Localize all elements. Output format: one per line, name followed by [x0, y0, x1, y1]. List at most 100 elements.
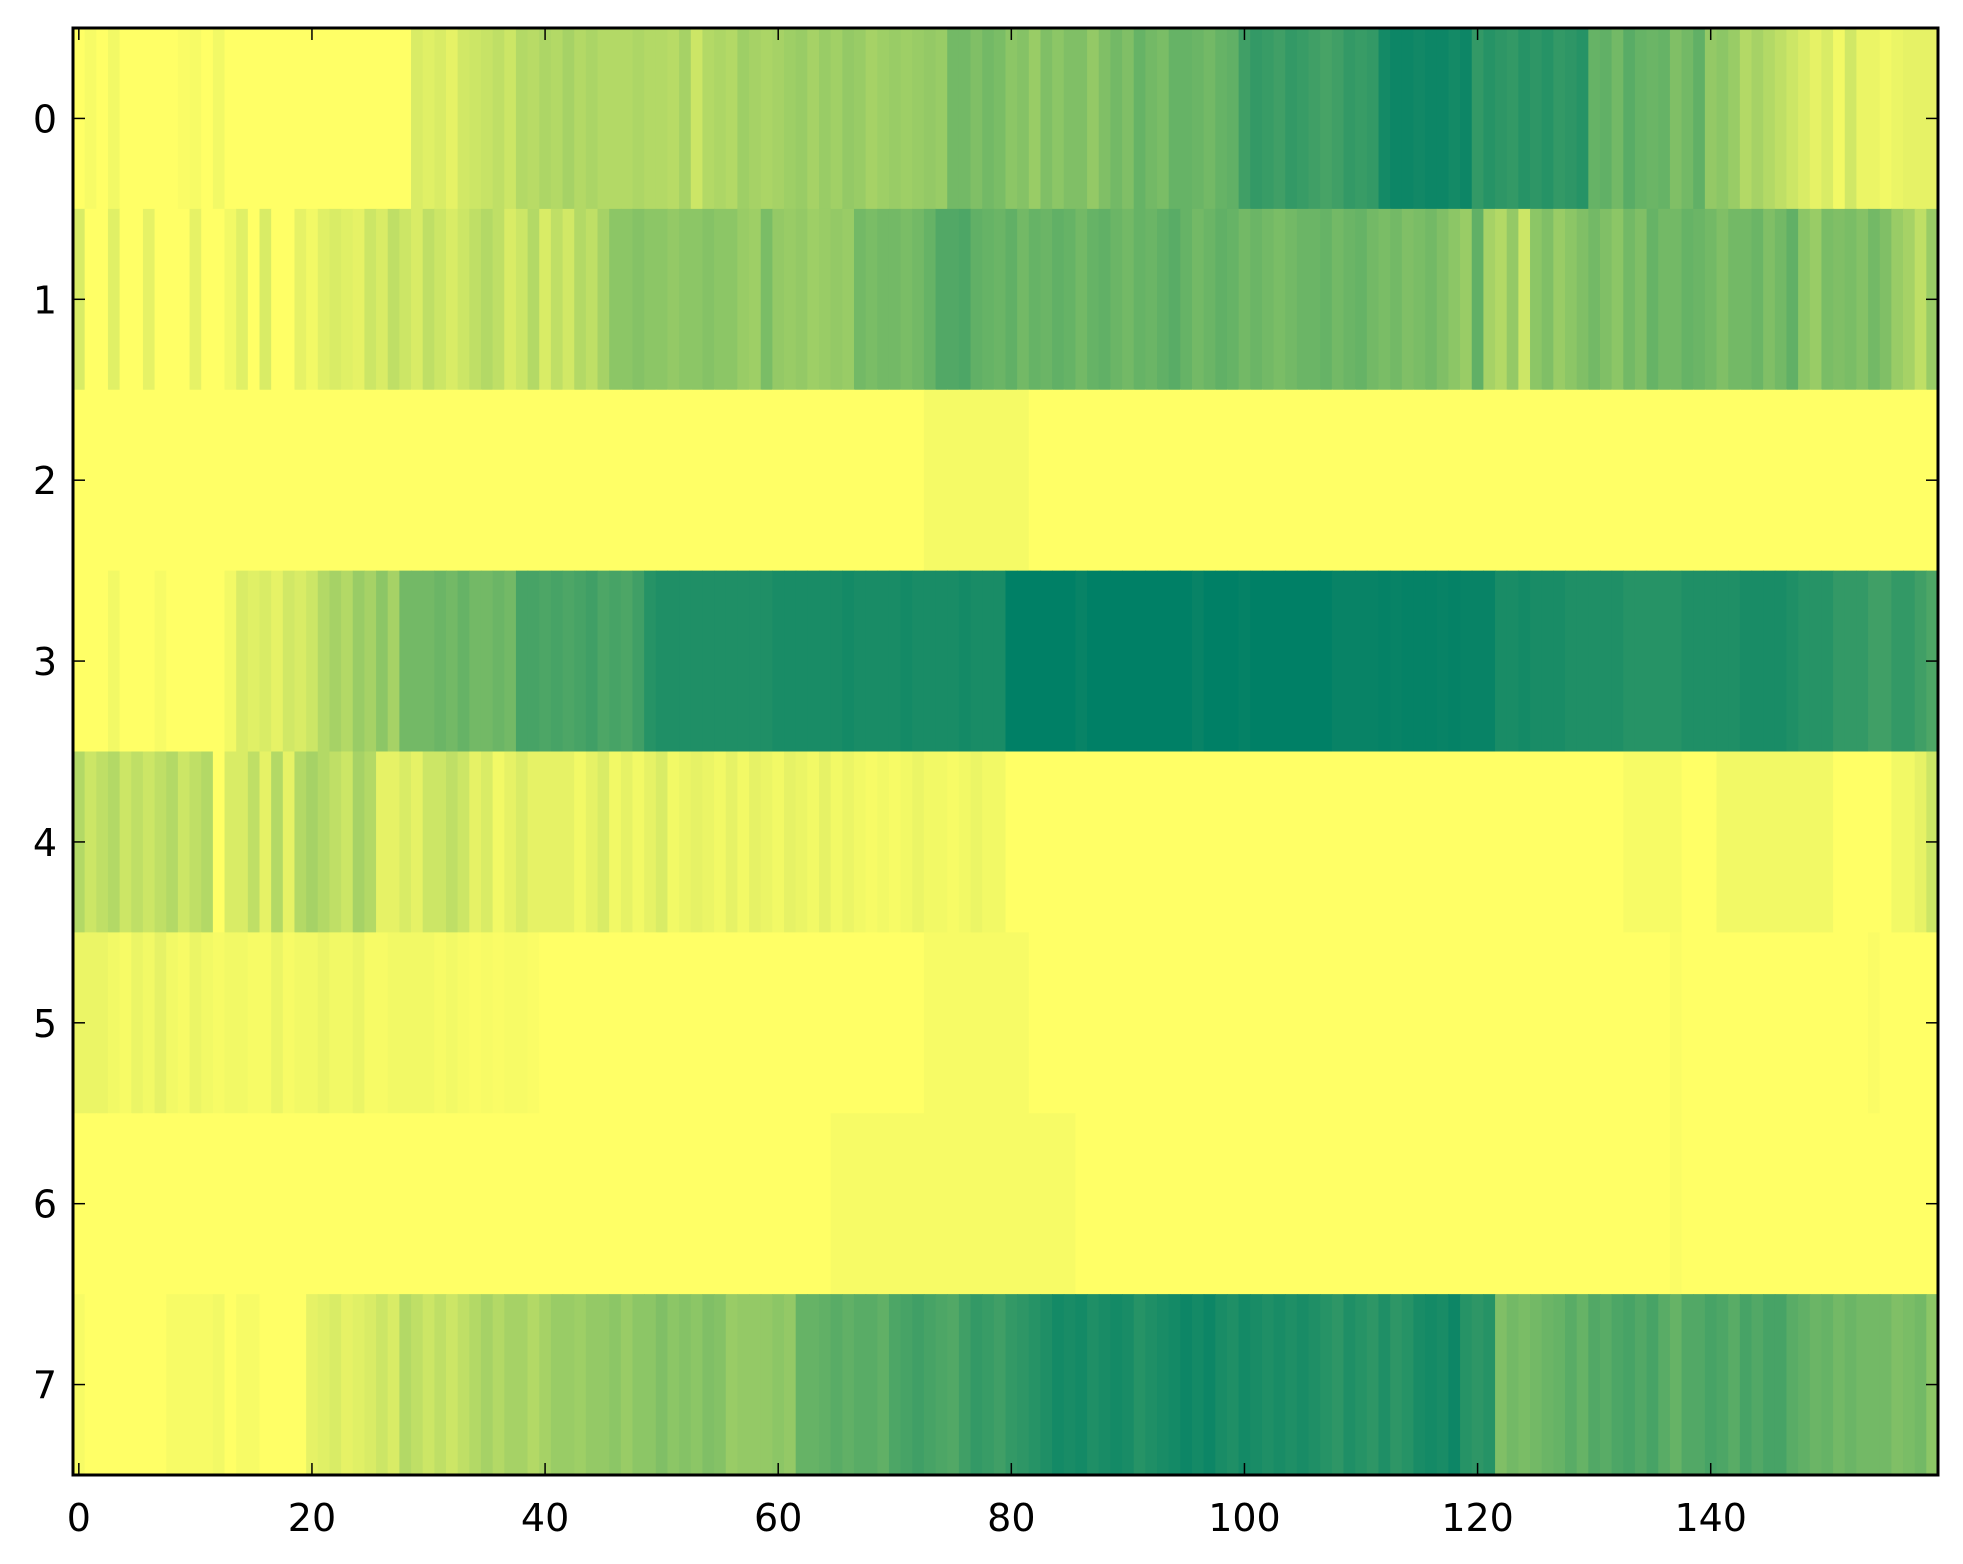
- heatmap-cell: [550, 570, 564, 753]
- heatmap-cell: [1028, 1294, 1042, 1476]
- heatmap-cell: [422, 1294, 435, 1476]
- heatmap-cell: [1495, 932, 1508, 1114]
- y-tick-label: 2: [33, 459, 57, 503]
- heatmap-cell: [247, 1113, 261, 1295]
- heatmap-cell: [1599, 1294, 1613, 1476]
- heatmap-cell: [387, 751, 400, 933]
- heatmap-cell: [1355, 389, 1368, 572]
- heatmap-cell: [1157, 1113, 1170, 1295]
- heatmap-cell: [1378, 389, 1391, 572]
- heatmap-cell: [1052, 932, 1065, 1114]
- heatmap-cell: [1215, 1294, 1228, 1476]
- heatmap-cell: [865, 751, 878, 933]
- heatmap-cell: [1530, 1294, 1543, 1476]
- y-tick-label: 5: [33, 1002, 57, 1046]
- heatmap-cell: [329, 389, 342, 572]
- heatmap-cell: [224, 28, 237, 210]
- heatmap-cell: [341, 28, 354, 210]
- heatmap-cell: [679, 1113, 692, 1295]
- heatmap-cell: [1553, 1113, 1566, 1295]
- heatmap-cell: [795, 932, 808, 1114]
- heatmap-cell: [399, 389, 412, 572]
- heatmap-cell: [1739, 751, 1753, 933]
- heatmap-cell: [1436, 751, 1450, 933]
- heatmap-cell: [795, 570, 808, 753]
- heatmap-cell: [1716, 932, 1729, 1114]
- heatmap-cell: [1005, 932, 1018, 1114]
- heatmap-cell: [574, 208, 587, 391]
- heatmap-cell: [1774, 1294, 1788, 1476]
- heatmap-cell: [1250, 570, 1263, 753]
- heatmap-cell: [306, 389, 319, 572]
- heatmap-cell: [1261, 932, 1275, 1114]
- heatmap-cell: [119, 28, 132, 210]
- heatmap-cell: [1658, 751, 1671, 933]
- heatmap-cell: [1460, 932, 1473, 1114]
- heatmap-cell: [1285, 570, 1298, 753]
- heatmap-cell: [1040, 28, 1053, 210]
- heatmap-cell: [539, 1113, 552, 1295]
- heatmap-cell: [1716, 1113, 1729, 1295]
- heatmap-cell: [1425, 1113, 1438, 1295]
- heatmap-cell: [364, 1294, 377, 1476]
- heatmap-cells: [73, 28, 1939, 1476]
- heatmap-cell: [1646, 932, 1659, 1114]
- heatmap-cell: [737, 751, 750, 933]
- heatmap-cell: [271, 1294, 284, 1476]
- heatmap-cell: [341, 932, 354, 1114]
- heatmap-cell: [329, 1113, 342, 1295]
- heatmap-cell: [271, 389, 284, 572]
- heatmap-cell: [1215, 208, 1228, 391]
- heatmap-cell: [842, 1113, 855, 1295]
- heatmap-cell: [679, 570, 692, 753]
- heatmap-cell: [737, 932, 750, 1114]
- heatmap-cell: [1098, 28, 1112, 210]
- heatmap-cell: [1914, 208, 1927, 391]
- heatmap-cell: [515, 389, 529, 572]
- heatmap-cell: [1436, 208, 1450, 391]
- heatmap-cell: [341, 1294, 354, 1476]
- heatmap-cell: [1856, 932, 1869, 1114]
- heatmap-cell: [1343, 570, 1356, 753]
- heatmap-cell: [1530, 389, 1543, 572]
- heatmap-cell: [107, 1294, 121, 1476]
- heatmap-cell: [329, 1294, 342, 1476]
- heatmap-cell: [1868, 1294, 1881, 1476]
- heatmap-cell: [469, 1294, 482, 1476]
- heatmap-cell: [1669, 932, 1683, 1114]
- heatmap-cell: [1296, 1113, 1310, 1295]
- heatmap-cell: [1052, 1294, 1065, 1476]
- heatmap-cell: [411, 751, 424, 933]
- heatmap-cell: [1063, 570, 1077, 753]
- heatmap-cell: [247, 208, 261, 391]
- heatmap-cell: [189, 389, 202, 572]
- heatmap-cell: [1273, 1113, 1286, 1295]
- heatmap-cell: [1226, 389, 1240, 572]
- heatmap-cell: [725, 208, 739, 391]
- heatmap-cell: [1751, 1294, 1764, 1476]
- heatmap-cell: [1215, 389, 1228, 572]
- heatmap-cell: [912, 1113, 925, 1295]
- heatmap-cell: [888, 1294, 902, 1476]
- heatmap-cell: [107, 208, 121, 391]
- heatmap-cell: [1145, 1294, 1158, 1476]
- heatmap-cell: [376, 932, 389, 1114]
- heatmap-cell: [1122, 570, 1135, 753]
- heatmap-cell: [644, 1294, 657, 1476]
- heatmap-cell: [131, 932, 144, 1114]
- heatmap-cell: [935, 1113, 948, 1295]
- heatmap-cell: [1565, 28, 1578, 210]
- heatmap-cell: [1331, 751, 1345, 933]
- heatmap-cell: [947, 208, 960, 391]
- heatmap-cell: [853, 751, 867, 933]
- heatmap-cell: [667, 1113, 680, 1295]
- heatmap-cell: [1261, 570, 1275, 753]
- heatmap-cell: [1133, 389, 1146, 572]
- heatmap-cell: [819, 208, 832, 391]
- heatmap-cell: [1856, 751, 1869, 933]
- heatmap-cell: [714, 570, 727, 753]
- heatmap-cell: [1063, 751, 1077, 933]
- heatmap-cell: [958, 1294, 972, 1476]
- heatmap-cell: [294, 751, 307, 933]
- heatmap-cell: [772, 1294, 785, 1476]
